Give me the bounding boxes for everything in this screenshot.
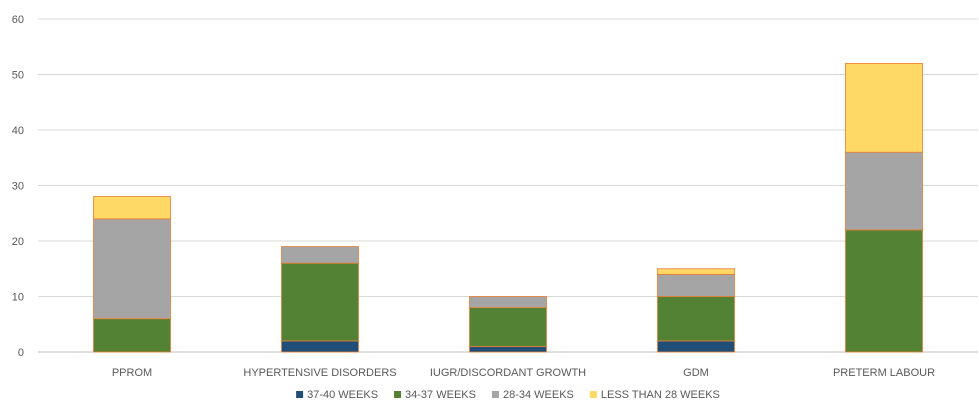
legend-swatch <box>394 391 402 398</box>
bar-segment <box>657 340 735 353</box>
y-tick-label: 10 <box>12 292 24 304</box>
x-axis-category-labels: PPROM HYPERTENSIVE DISORDERS IUGR/DISCORDA… <box>112 367 935 379</box>
x-category-label: PRETERM LABOUR <box>833 367 935 379</box>
bar-segment <box>93 318 171 353</box>
bar-segment <box>469 296 547 309</box>
bar-segment <box>657 273 735 297</box>
legend-label: 28-34 WEEKS <box>503 389 574 401</box>
bar-segment <box>281 246 359 264</box>
legend-swatch <box>589 391 597 398</box>
bar-segment <box>657 296 735 342</box>
x-category-label: GDM <box>683 367 709 379</box>
y-tick-label: 50 <box>12 70 24 82</box>
legend-label: 34-37 WEEKS <box>405 389 476 401</box>
y-tick-label: 60 <box>12 14 24 26</box>
bar-segment <box>281 262 359 342</box>
legend-swatch <box>296 391 304 398</box>
bar-segment <box>469 346 547 353</box>
y-tick-label: 20 <box>12 236 24 248</box>
x-category-label: PPROM <box>112 367 152 379</box>
bar-segment <box>93 218 171 320</box>
bars <box>93 63 923 353</box>
legend: 37-40 WEEKS 34-37 WEEKS 28-34 WEEKS LESS TH… <box>296 389 720 401</box>
bar-segment <box>845 151 923 231</box>
bar-segment <box>281 340 359 353</box>
y-axis-ticks: 0 10 20 30 40 50 60 <box>12 14 24 359</box>
gridlines <box>38 18 978 353</box>
y-tick-label: 40 <box>12 125 24 137</box>
x-category-label: HYPERTENSIVE DISORDERS <box>243 367 396 379</box>
x-category-label: IUGR/DISCORDANT GROWTH <box>430 367 586 379</box>
legend-swatch <box>491 391 499 398</box>
bar-segment <box>845 229 923 353</box>
bar-segment <box>845 63 923 153</box>
y-tick-label: 30 <box>12 181 24 193</box>
bar-segment <box>93 196 171 220</box>
legend-label: 37-40 WEEKS <box>307 389 378 401</box>
bar-segment <box>657 268 735 275</box>
legend-label: LESS THAN 28 WEEKS <box>601 389 720 401</box>
y-tick-label: 0 <box>18 347 24 359</box>
bar-segment <box>469 307 547 347</box>
